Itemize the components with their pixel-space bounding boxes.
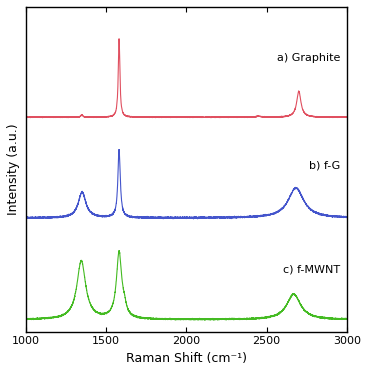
Text: b) f-G: b) f-G [309,161,341,171]
Text: c) f-MWNT: c) f-MWNT [283,265,341,275]
Y-axis label: Intensity (a.u.): Intensity (a.u.) [7,124,20,215]
Text: a) Graphite: a) Graphite [277,53,341,63]
X-axis label: Raman Shift (cm⁻¹): Raman Shift (cm⁻¹) [126,352,247,365]
